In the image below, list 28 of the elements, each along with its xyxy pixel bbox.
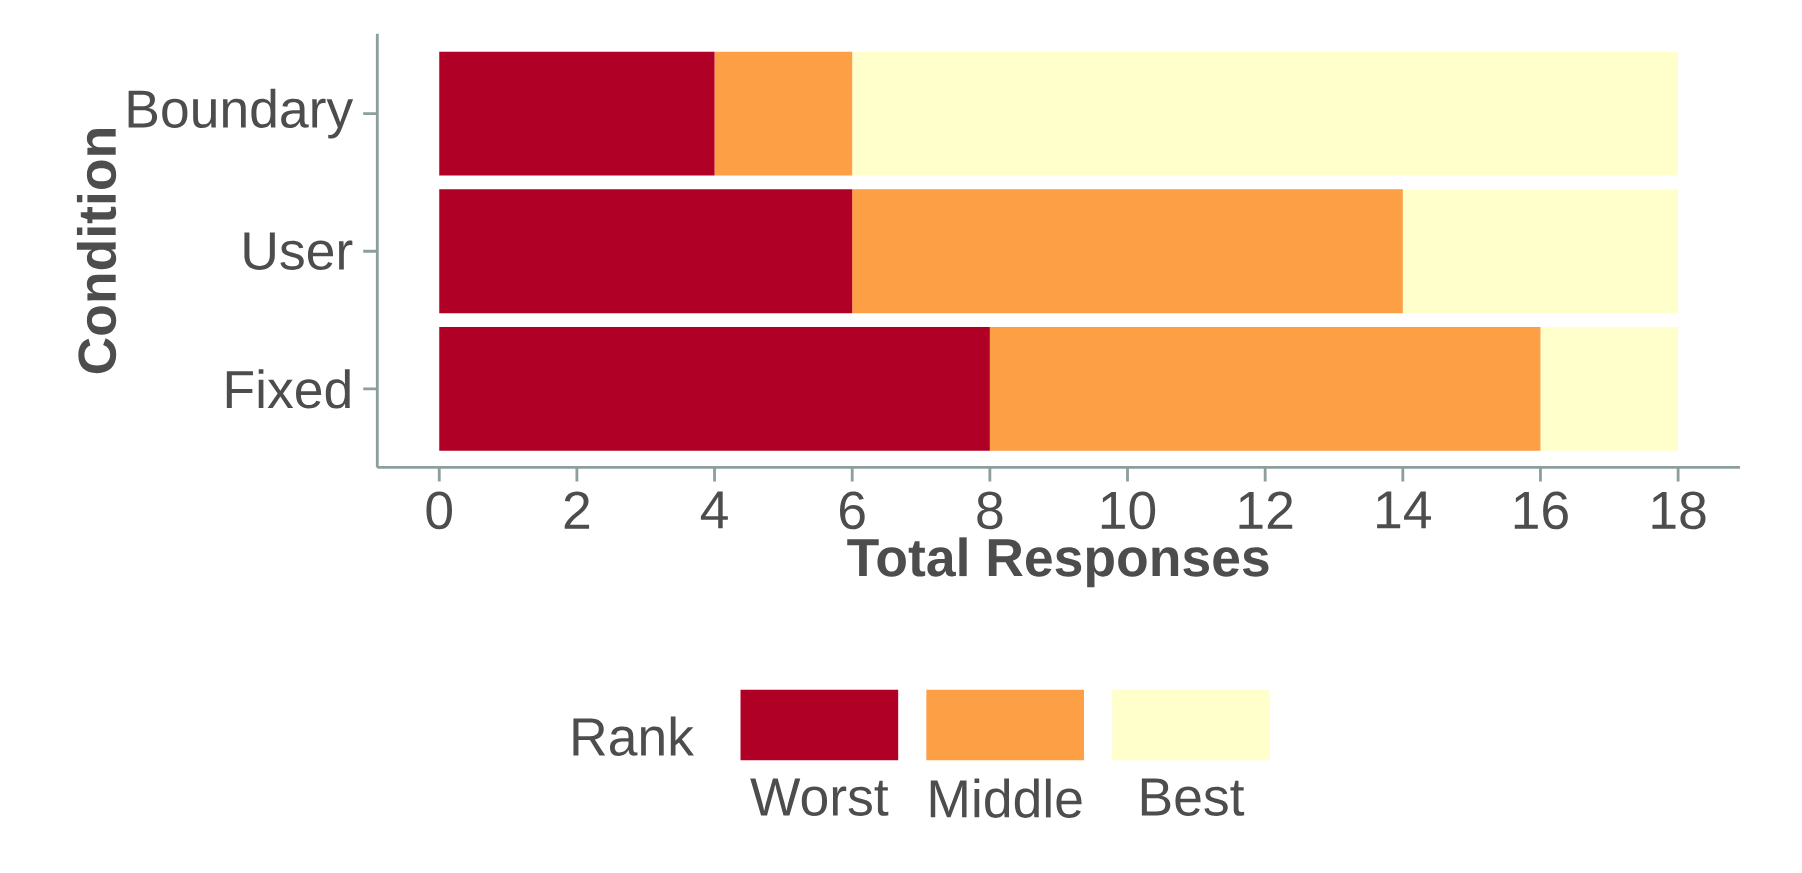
bar	[1540, 327, 1679, 451]
x-tick-label: 2	[564, 491, 590, 529]
bar	[439, 327, 990, 451]
bar	[714, 51, 853, 176]
bar	[439, 51, 715, 176]
bar	[852, 51, 1679, 176]
legend-title: Rank	[573, 716, 694, 756]
x-tick-label: 0	[426, 491, 453, 530]
y-tick-label: Fixed	[226, 369, 350, 409]
x-axis-title: Total Responses	[847, 537, 1269, 588]
x-tick-label: 12	[1239, 491, 1293, 529]
x-tick-label: 6	[840, 491, 865, 530]
x-tick-label: 10	[1101, 491, 1156, 530]
y-tick-label: Boundary	[128, 88, 354, 139]
x-tick-label: 8	[977, 491, 1003, 530]
bar	[439, 189, 853, 314]
y-axis-title: Condition	[76, 129, 117, 374]
y-tick-label: User	[244, 232, 353, 271]
bar	[989, 327, 1541, 451]
x-tick-label: 4	[700, 491, 728, 529]
x-tick-label: 16	[1514, 491, 1568, 530]
legend-label: Worst	[750, 778, 889, 817]
legend-label: Best	[1141, 778, 1245, 817]
bar	[1402, 189, 1679, 314]
legend-label: Middle	[930, 778, 1082, 818]
bar	[852, 189, 1403, 314]
x-tick-label: 14	[1377, 491, 1431, 529]
x-tick-label: 18	[1652, 491, 1706, 530]
